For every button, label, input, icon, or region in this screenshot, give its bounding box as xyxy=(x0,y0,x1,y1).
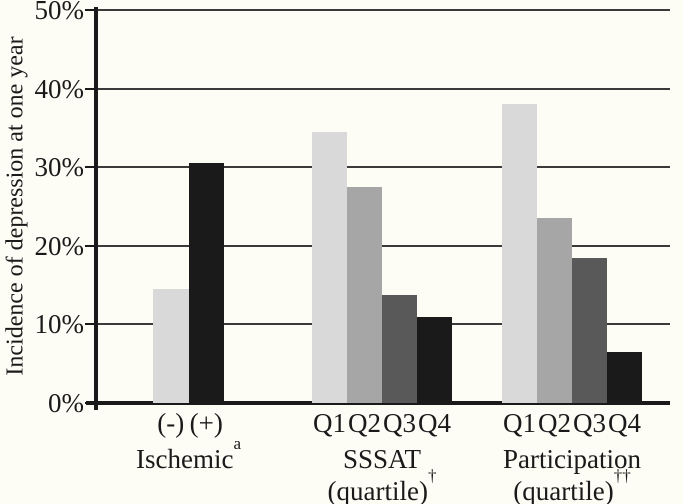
y-tick-label: 20% xyxy=(34,230,85,261)
y-tick-label: 40% xyxy=(34,73,85,104)
superscript: a xyxy=(233,434,241,453)
bar-tick-label: Q1 xyxy=(503,408,536,438)
bar-tick-label: Q3 xyxy=(383,408,416,438)
y-tick xyxy=(85,402,95,404)
bar-group xyxy=(153,10,224,403)
y-tick xyxy=(85,244,95,247)
group-name: SSSAT xyxy=(342,444,422,474)
group-subname: (quartile) † xyxy=(312,466,452,504)
bar-tick-label: Q1 xyxy=(313,408,346,438)
bar-tick-label: (+) xyxy=(189,408,223,438)
superscript: †† xyxy=(613,466,631,485)
bar-tick-label: Q4 xyxy=(608,408,641,438)
plot-area xyxy=(85,7,670,410)
x-axis-line xyxy=(86,401,670,405)
y-tick-label: 50% xyxy=(34,0,85,25)
bar xyxy=(502,104,537,403)
group-labels: Q1 Q2 Q3 Q4 Participation (quartile) †† xyxy=(502,406,642,504)
group-labels: (-) (+) Ischemic a xyxy=(136,406,241,475)
gridline xyxy=(95,166,670,169)
y-tick xyxy=(85,87,95,90)
superscript: † xyxy=(427,466,437,485)
bar-tick-label: Q4 xyxy=(418,408,451,438)
bar-tick-label: Q3 xyxy=(573,408,606,438)
group-subname: (quartile) †† xyxy=(502,466,642,504)
group-name: Ischemic a xyxy=(136,434,241,474)
y-tick-label: 0% xyxy=(48,388,84,418)
gridline xyxy=(95,87,670,90)
bar xyxy=(607,352,642,403)
group-labels: Q1 Q2 Q3 Q4 SSSAT (quartile) † xyxy=(312,406,452,504)
bar-tick-row: Q1 Q2 Q3 Q4 xyxy=(502,406,642,440)
bar xyxy=(153,289,189,403)
bar xyxy=(417,317,452,403)
bar xyxy=(312,132,347,403)
gridline xyxy=(95,244,670,247)
y-tick-label: 30% xyxy=(34,152,85,183)
bar-tick-row: (-) (+) xyxy=(153,406,224,440)
bar xyxy=(537,218,572,403)
y-tick xyxy=(85,9,95,11)
bar xyxy=(347,187,382,403)
y-tick xyxy=(85,323,95,326)
gridline xyxy=(95,9,670,11)
bar-tick-label: Q2 xyxy=(348,408,381,438)
bar xyxy=(382,295,417,403)
group-name: Participation xyxy=(503,444,641,474)
bar xyxy=(572,258,607,403)
y-tick xyxy=(85,166,95,169)
bar-tick-label: (-) xyxy=(157,408,185,438)
bar-tick-label: Q2 xyxy=(538,408,571,438)
bar-group xyxy=(312,10,452,403)
y-axis-line xyxy=(94,7,98,410)
y-tick-label: 10% xyxy=(34,309,85,340)
bar-group xyxy=(502,10,642,403)
bar xyxy=(188,163,224,403)
bar-tick-row: Q1 Q2 Q3 Q4 xyxy=(312,406,452,440)
